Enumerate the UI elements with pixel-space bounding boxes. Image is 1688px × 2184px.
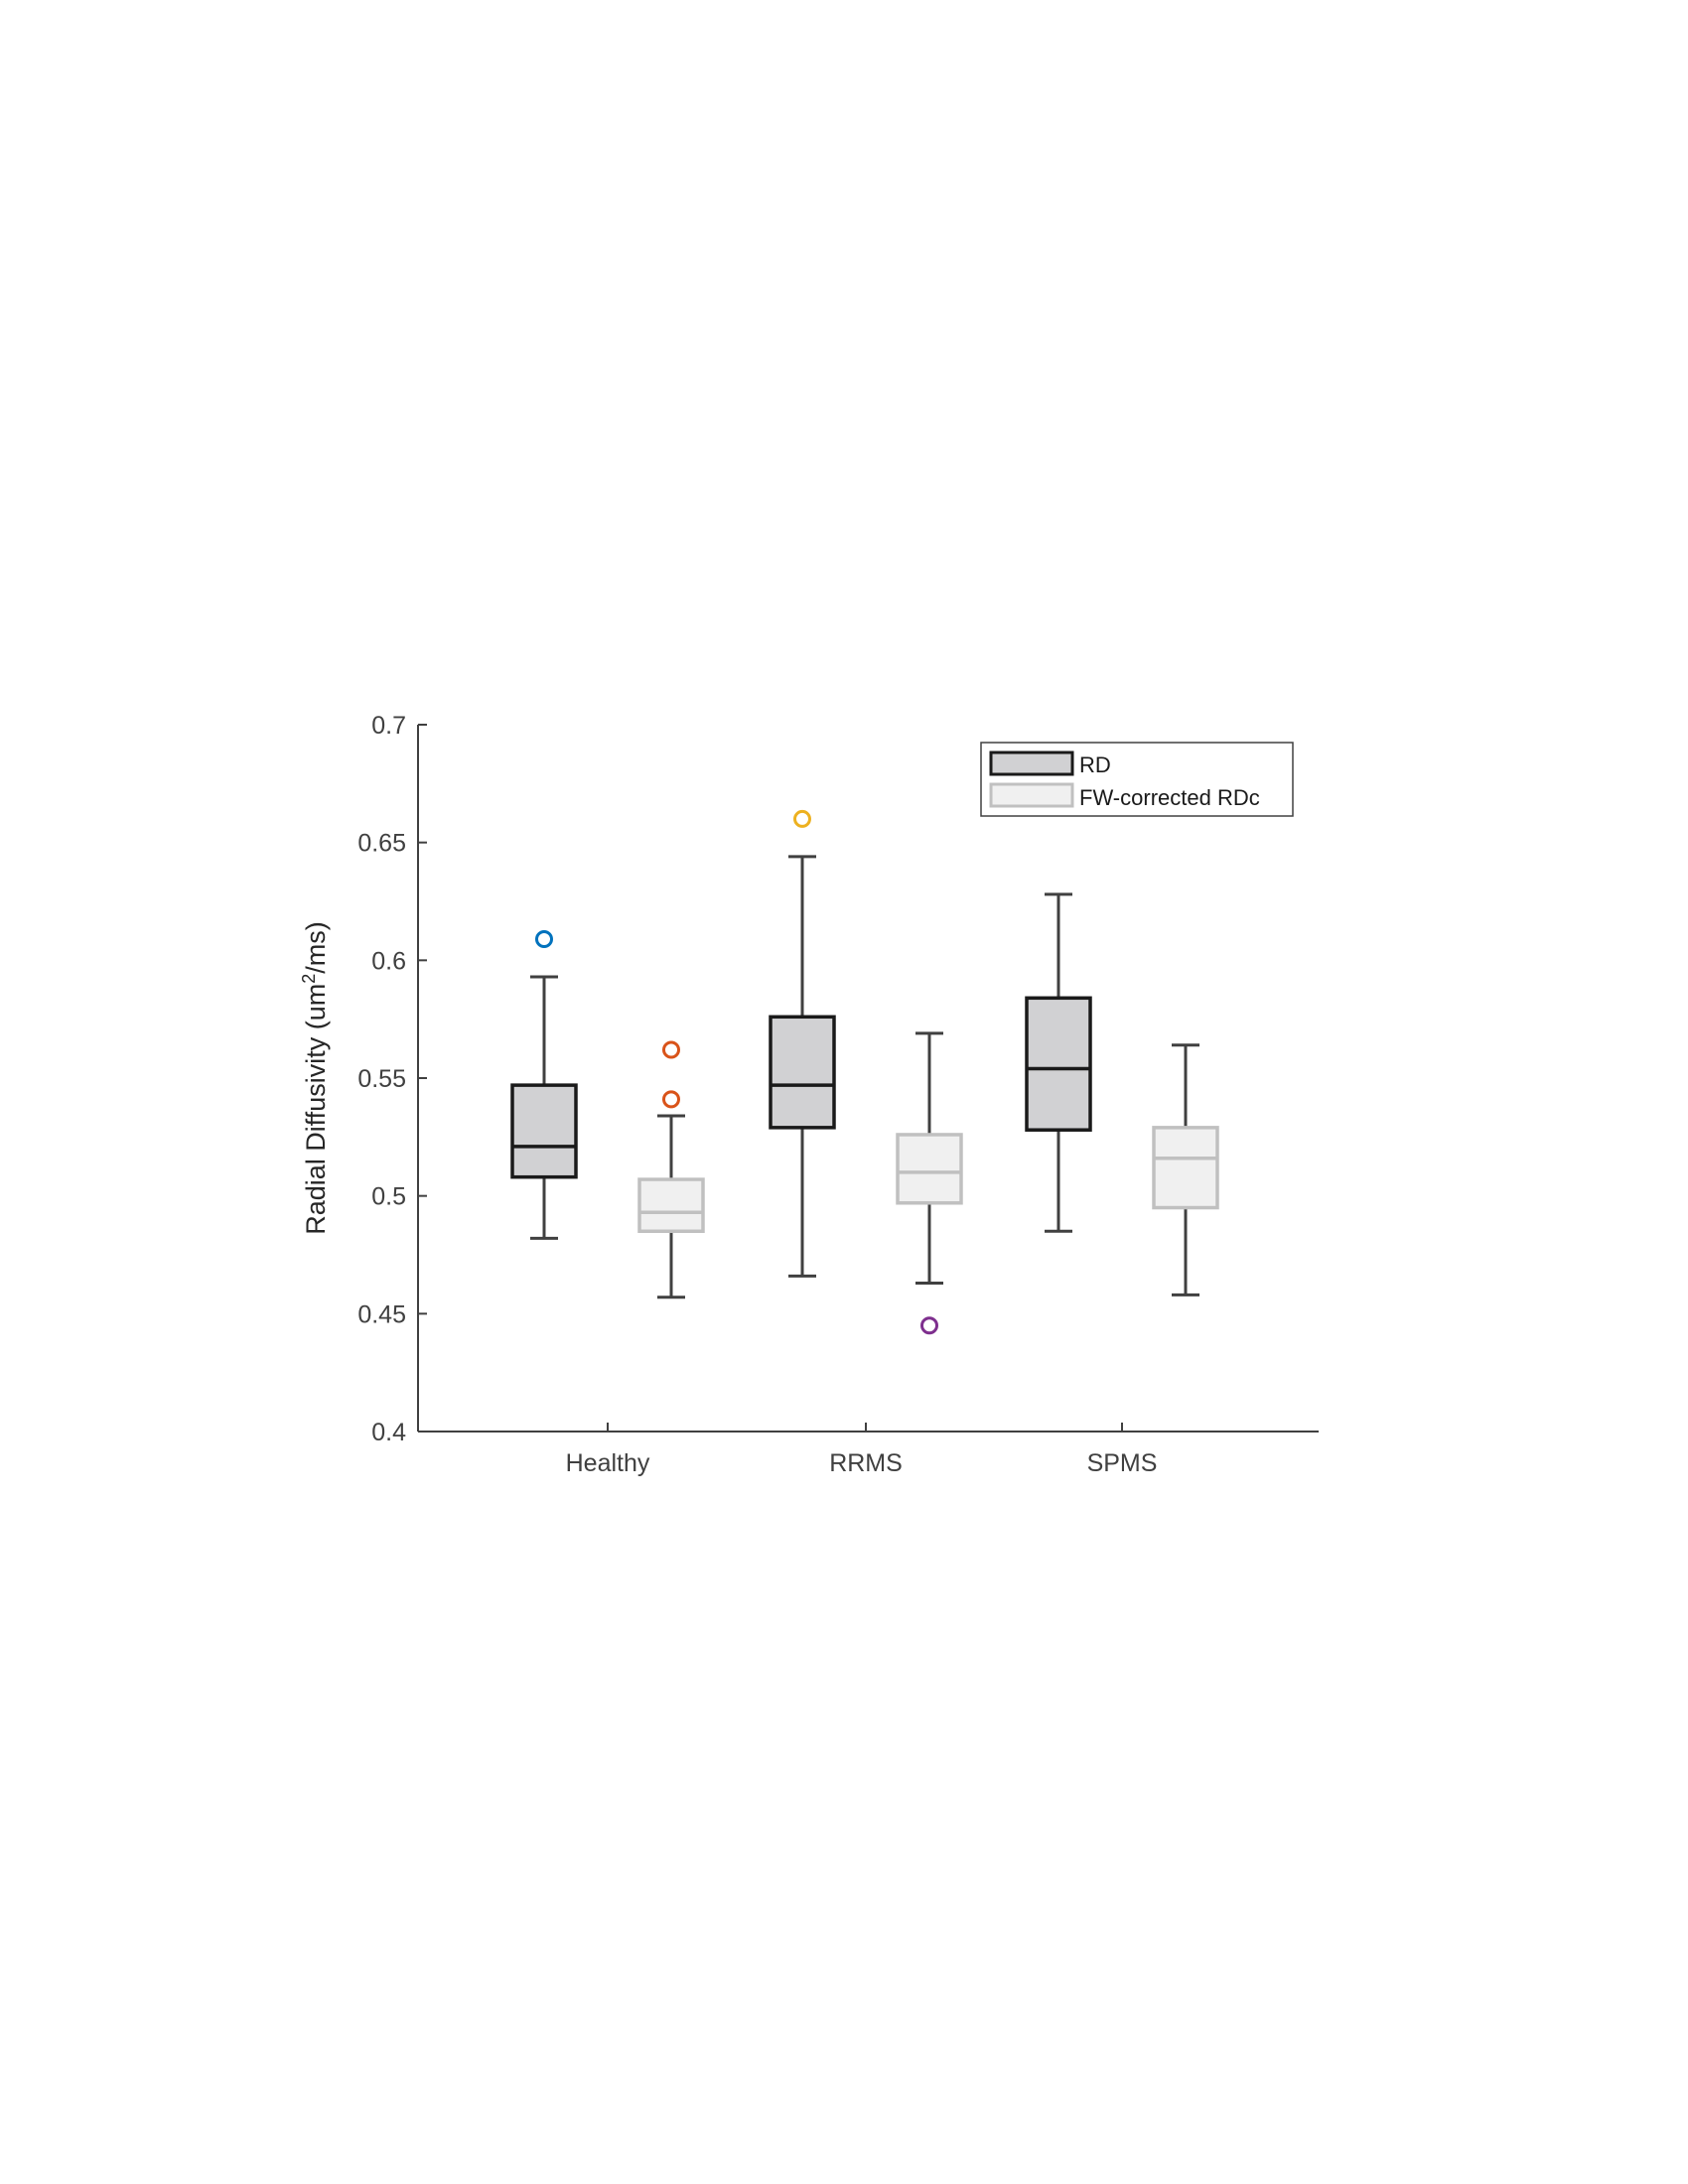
outlier-point	[793, 809, 811, 828]
legend-label-rd: RD	[1079, 752, 1111, 777]
legend-label-rdc: FW-corrected RDc	[1079, 785, 1260, 810]
y-ticks: 0.4 0.45 0.5 0.55 0.6 0.65 0.7	[357, 712, 427, 1446]
y-axis-label-superscript: 2	[299, 974, 319, 984]
box-healthy-rdc	[637, 1114, 705, 1299]
interquartile-box	[896, 1133, 963, 1205]
y-tick-label: 0.6	[371, 947, 406, 975]
y-tick-label: 0.7	[371, 712, 406, 740]
y-tick-label: 0.4	[371, 1419, 406, 1446]
box-spms-rd	[1025, 892, 1092, 1233]
legend: RD FW-corrected RDc	[980, 742, 1294, 817]
x-ticks: Healthy RRMS SPMS	[566, 1423, 1158, 1477]
y-axis-label-suffix: /ms)	[301, 921, 331, 973]
outliers	[535, 809, 938, 1335]
interquartile-box	[1152, 1126, 1219, 1210]
outlier-point	[662, 1090, 680, 1109]
box-spms-rdc	[1152, 1043, 1219, 1297]
y-axis-label: Radial Diffusivity (um2/ms)	[299, 921, 331, 1235]
y-tick-label: 0.65	[357, 830, 406, 858]
box-rrms-rdc	[896, 1031, 963, 1285]
box-healthy-rd	[510, 975, 578, 1240]
y-axis-label-prefix: Radial Diffusivity (um	[301, 984, 331, 1235]
y-tick-label: 0.45	[357, 1300, 406, 1328]
interquartile-box	[637, 1177, 705, 1234]
x-tick-label: SPMS	[1087, 1449, 1158, 1477]
x-tick-label: Healthy	[566, 1449, 650, 1477]
outlier-point	[535, 929, 553, 948]
outlier-point	[920, 1316, 938, 1335]
y-tick-label: 0.55	[357, 1065, 406, 1093]
interquartile-box	[1025, 996, 1092, 1132]
legend-swatch-rd	[989, 751, 1074, 776]
box-groups	[510, 855, 1219, 1299]
outlier-point	[662, 1040, 680, 1059]
axes: 0.4 0.45 0.5 0.55 0.6 0.65 0.7 Healthy RRMS SPMS	[357, 712, 1319, 1477]
y-tick-label: 0.5	[371, 1183, 406, 1211]
interquartile-box	[510, 1083, 578, 1179]
legend-swatch-rdc	[989, 782, 1074, 808]
box-rrms-rd	[769, 855, 836, 1278]
x-tick-label: RRMS	[829, 1449, 903, 1477]
interquartile-box	[769, 1015, 836, 1130]
